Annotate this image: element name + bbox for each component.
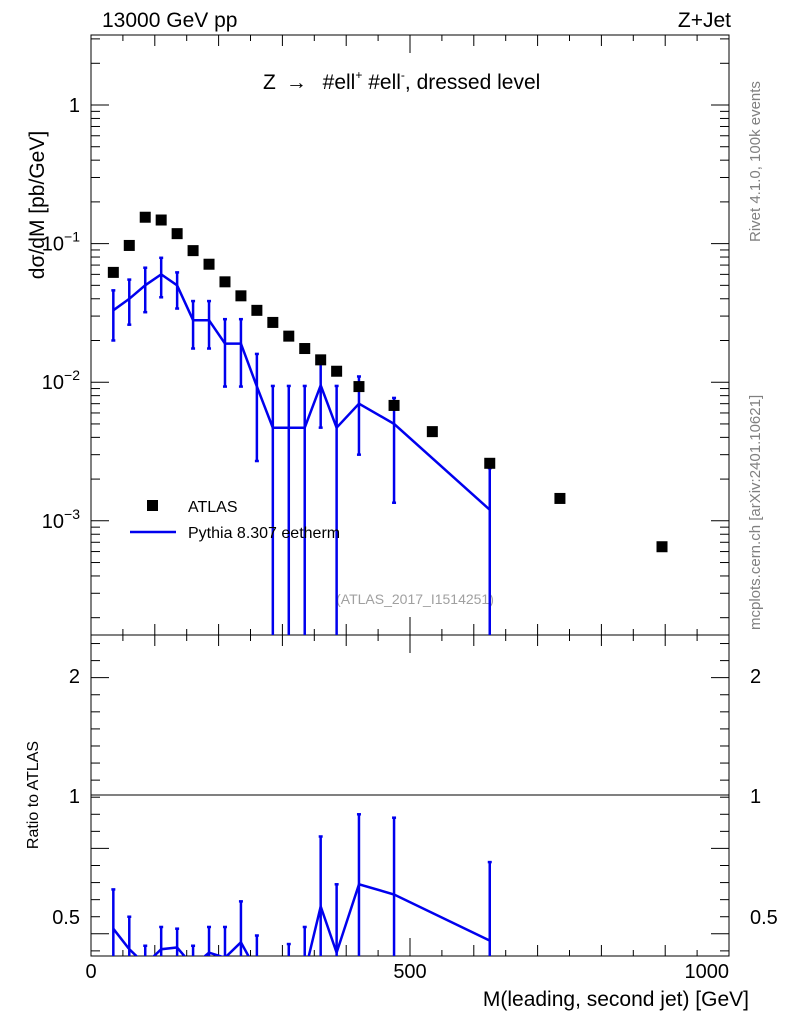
- mcplots-label: mcplots.cern.ch [arXiv:2401.10621]: [747, 395, 764, 630]
- main-frame: [90, 34, 730, 636]
- rivet-label: Rivet 4.1.0, 100k events: [747, 81, 764, 242]
- ratio-ytick-label-right: 2: [750, 666, 761, 688]
- x-axis-label: M(leading, second jet) [GeV]: [483, 988, 749, 1011]
- main-ytick-label: 10−1: [42, 229, 80, 256]
- atlas-point: [315, 354, 327, 366]
- atlas-point: [139, 211, 151, 223]
- atlas-point: [235, 290, 247, 302]
- ratio-ytick-label-left: 2: [69, 666, 80, 688]
- ratio-ytick-label-right: 1: [750, 786, 761, 808]
- analysis-watermark: (ATLAS_2017_I1514251): [336, 591, 494, 607]
- ratio-ytick-label-right: 0.5: [750, 907, 778, 929]
- pythia-line: [112, 272, 491, 511]
- atlas-point: [554, 492, 566, 504]
- header-left: 13000 GeV pp: [102, 9, 237, 32]
- atlas-point: [251, 304, 263, 316]
- x-tick-label: 500: [393, 961, 426, 983]
- header-right: Z+Jet: [678, 9, 731, 32]
- legend-atlas-marker: [147, 500, 158, 511]
- atlas-point: [656, 541, 668, 553]
- atlas-point: [283, 330, 295, 342]
- ratio-ytick-label-left: 0.5: [52, 907, 80, 929]
- atlas-point: [155, 214, 167, 226]
- ratio-y-label: Ratio to ATLAS: [25, 741, 42, 849]
- main-ytick-label: 10−2: [42, 367, 80, 394]
- atlas-point: [267, 316, 279, 328]
- ratio-line: [112, 882, 491, 956]
- atlas-point: [426, 426, 438, 438]
- x-tick-label: 1000: [685, 961, 730, 983]
- atlas-point: [331, 365, 343, 377]
- main-y-label: dσ/dM [pb/GeV]: [26, 131, 49, 279]
- atlas-point: [353, 381, 365, 393]
- atlas-point: [123, 239, 135, 251]
- legend-pythia-label: Pythia 8.307 eetherm: [188, 525, 340, 542]
- atlas-point: [484, 457, 496, 469]
- atlas-point: [388, 399, 400, 411]
- x-tick-label: 0: [85, 961, 96, 983]
- atlas-point: [219, 276, 231, 288]
- legend-atlas-label: ATLAS: [188, 499, 238, 516]
- atlas-point: [107, 266, 119, 278]
- atlas-point: [171, 228, 183, 240]
- main-title: Z → #ell+ #ell-, dressed level: [263, 68, 540, 94]
- atlas-point: [187, 245, 199, 257]
- ratio-ytick-label-left: 1: [69, 786, 80, 808]
- atlas-point: [203, 258, 215, 270]
- main-ytick-label: 1: [69, 95, 80, 117]
- main-ytick-label: 10−3: [42, 506, 80, 533]
- atlas-point: [299, 343, 311, 355]
